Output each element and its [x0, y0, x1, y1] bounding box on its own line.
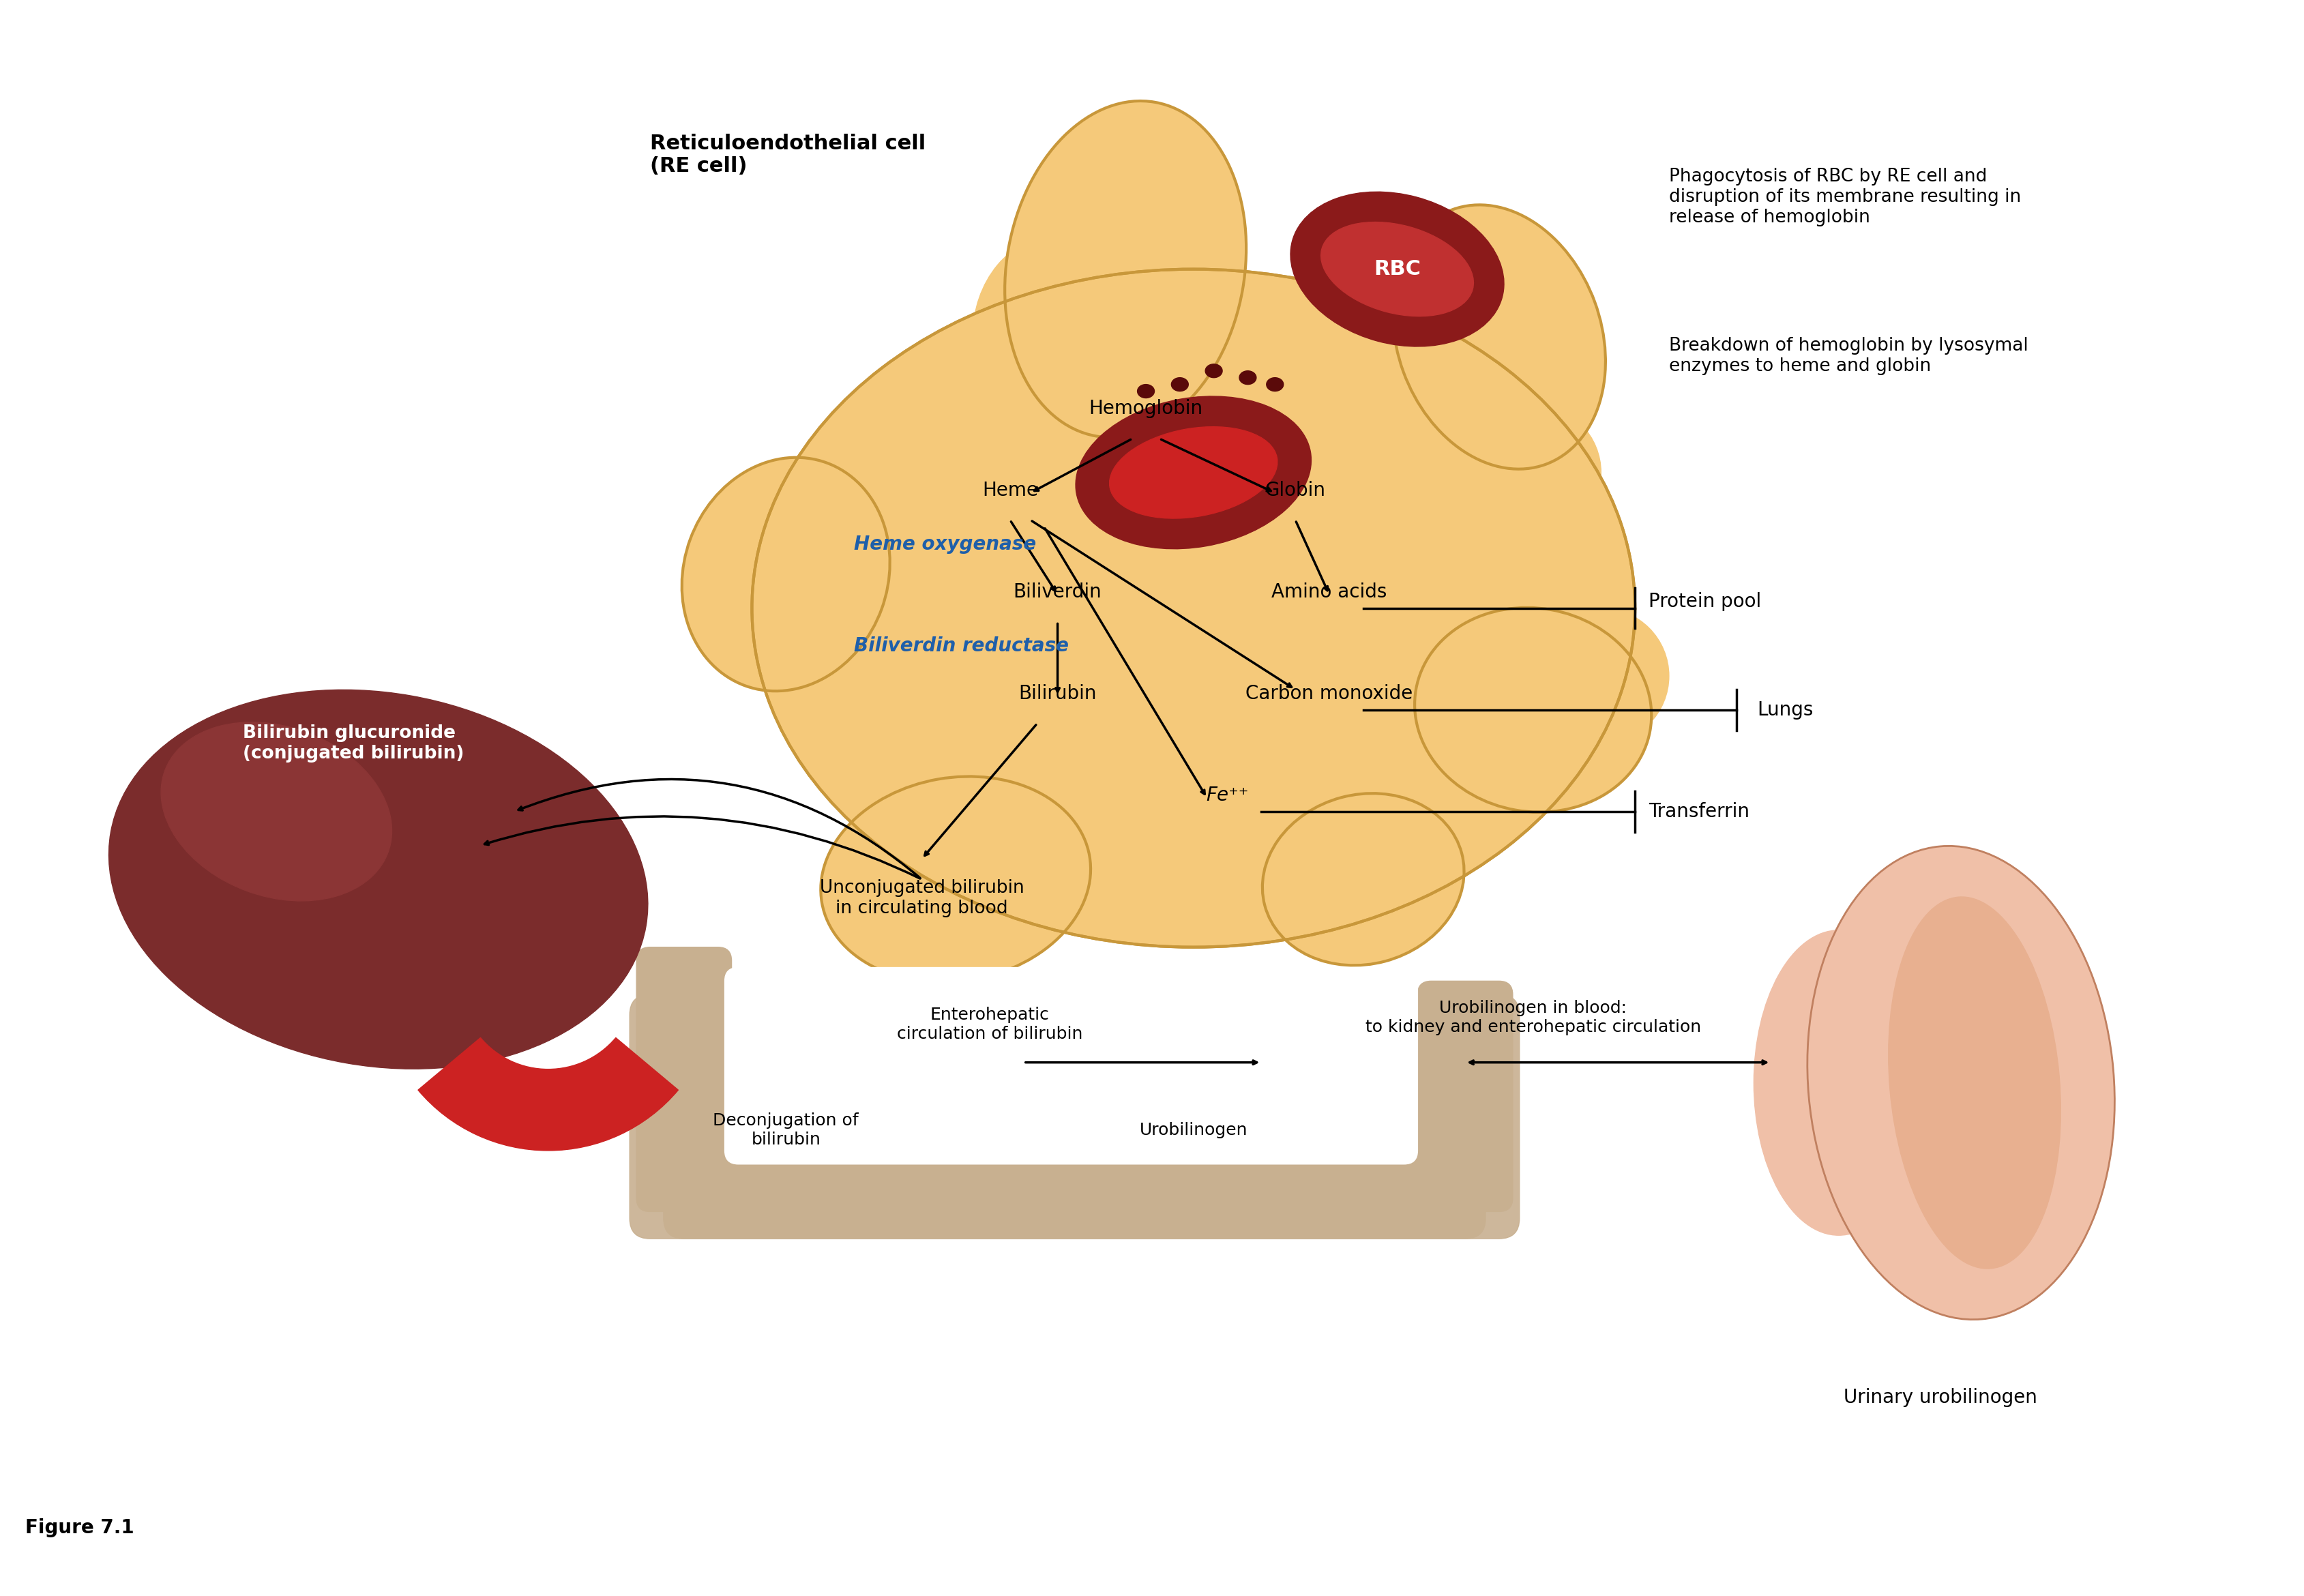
Ellipse shape	[682, 458, 889, 691]
FancyBboxPatch shape	[636, 946, 733, 1211]
Ellipse shape	[1076, 396, 1311, 549]
Text: Amino acids: Amino acids	[1272, 583, 1387, 602]
Text: Bilirubin: Bilirubin	[1018, 685, 1097, 704]
Text: Transferrin: Transferrin	[1650, 803, 1749, 820]
FancyBboxPatch shape	[629, 994, 1518, 1238]
Text: Biliverdin reductase: Biliverdin reductase	[855, 637, 1069, 656]
Ellipse shape	[1170, 378, 1189, 391]
Ellipse shape	[1806, 846, 2115, 1320]
FancyBboxPatch shape	[726, 967, 1417, 1163]
Text: Carbon monoxide: Carbon monoxide	[1246, 685, 1412, 704]
Ellipse shape	[1415, 608, 1652, 812]
Ellipse shape	[820, 777, 1090, 982]
Text: Deconjugation of
bilirubin: Deconjugation of bilirubin	[712, 1112, 859, 1148]
Ellipse shape	[1290, 192, 1505, 346]
Ellipse shape	[1753, 930, 1924, 1235]
FancyBboxPatch shape	[1417, 982, 1514, 1211]
Text: Protein pool: Protein pool	[1650, 592, 1760, 611]
Text: Biliverdin: Biliverdin	[1014, 583, 1101, 602]
Text: Reticuloendothelial cell
(RE cell): Reticuloendothelial cell (RE cell)	[650, 134, 926, 176]
Ellipse shape	[1320, 222, 1475, 316]
Ellipse shape	[751, 270, 1636, 946]
Text: Urobilinogen in blood:
to kidney and enterohepatic circulation: Urobilinogen in blood: to kidney and ent…	[1366, 1001, 1700, 1036]
Ellipse shape	[1532, 608, 1668, 744]
Text: Phagocytosis of RBC by RE cell and
disruption of its membrane resulting in
relea: Phagocytosis of RBC by RE cell and disru…	[1668, 168, 2021, 227]
Text: Fe⁺⁺: Fe⁺⁺	[1205, 785, 1249, 804]
Ellipse shape	[1005, 101, 1246, 437]
Text: Heme: Heme	[982, 480, 1039, 500]
Ellipse shape	[1240, 370, 1256, 385]
Text: Urinary urobilinogen: Urinary urobilinogen	[1843, 1389, 2037, 1408]
Ellipse shape	[1392, 204, 1606, 469]
Text: Globin: Globin	[1265, 480, 1325, 500]
FancyBboxPatch shape	[664, 1096, 1486, 1238]
Ellipse shape	[1111, 426, 1276, 519]
Text: Hemoglobin: Hemoglobin	[1090, 399, 1203, 418]
Ellipse shape	[802, 472, 905, 608]
Ellipse shape	[1737, 982, 1873, 1184]
Ellipse shape	[1263, 793, 1463, 966]
Text: RBC: RBC	[1373, 259, 1422, 279]
Wedge shape	[417, 1037, 677, 1151]
Text: Heme oxygenase: Heme oxygenase	[855, 535, 1037, 554]
Ellipse shape	[1267, 378, 1283, 391]
Ellipse shape	[1465, 405, 1601, 541]
Ellipse shape	[905, 744, 1074, 879]
Text: Bilirubin glucuronide
(conjugated bilirubin): Bilirubin glucuronide (conjugated biliru…	[242, 725, 463, 763]
Text: Urobilinogen: Urobilinogen	[1140, 1122, 1246, 1138]
Ellipse shape	[1205, 364, 1223, 378]
Text: Breakdown of hemoglobin by lysosymal
enzymes to heme and globin: Breakdown of hemoglobin by lysosymal enz…	[1668, 337, 2028, 375]
Ellipse shape	[1138, 385, 1154, 397]
Ellipse shape	[1889, 897, 2060, 1269]
Text: Enterohepatic
circulation of bilirubin: Enterohepatic circulation of bilirubin	[896, 1007, 1083, 1042]
Text: Figure 7.1: Figure 7.1	[25, 1518, 134, 1537]
Text: Lungs: Lungs	[1758, 701, 1813, 720]
Text: Unconjugated bilirubin
in circulating blood: Unconjugated bilirubin in circulating bl…	[820, 879, 1023, 918]
Ellipse shape	[161, 721, 392, 902]
Ellipse shape	[108, 689, 647, 1069]
Ellipse shape	[972, 235, 1143, 439]
Ellipse shape	[1260, 795, 1396, 897]
